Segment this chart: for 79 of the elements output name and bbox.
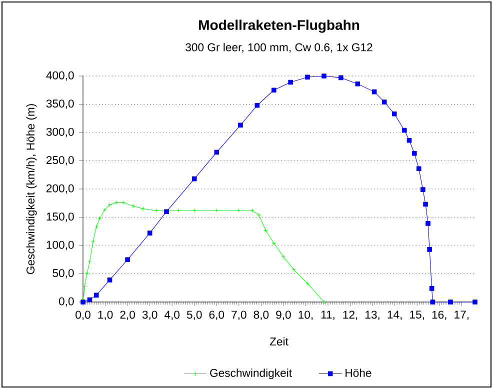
y-tick-label: 400,0	[46, 71, 74, 81]
x-tick-label: 4,0	[164, 310, 180, 320]
point	[420, 187, 426, 192]
point	[412, 150, 417, 156]
point	[288, 80, 293, 85]
point	[416, 166, 422, 172]
x-tick-label: 9,0	[276, 310, 291, 320]
point	[131, 204, 136, 208]
point	[192, 176, 197, 182]
y-axis-title: Geschwindigkeit (km/h), Höhe (m)	[26, 104, 37, 274]
legend-label: Geschwindigkeit	[210, 368, 292, 380]
x-tick-label: 5,0	[186, 310, 202, 320]
point	[121, 200, 126, 205]
point	[238, 122, 243, 128]
point	[448, 300, 453, 304]
point	[176, 208, 181, 212]
point	[427, 247, 432, 252]
x-axis-title: Zeit	[270, 337, 288, 346]
point	[125, 257, 130, 262]
point	[87, 297, 92, 302]
y-tick-label: 200,0	[46, 184, 74, 194]
y-tick-label: 300,0	[46, 128, 74, 138]
point	[154, 208, 159, 212]
point	[256, 212, 261, 217]
y-tick-label: 100,0	[46, 240, 74, 250]
point	[164, 209, 169, 214]
point	[147, 230, 152, 236]
x-tick-label: 13,	[366, 310, 380, 320]
x-tick-label: 16,	[432, 310, 446, 320]
point	[85, 271, 90, 276]
x-tick-label: 15,	[410, 310, 424, 320]
point	[392, 111, 397, 116]
point	[91, 240, 96, 244]
point	[423, 202, 428, 207]
point	[94, 292, 99, 298]
point	[82, 284, 87, 289]
x-tick-label: 12,	[343, 310, 358, 320]
y-tick-label: 0,0	[58, 297, 74, 307]
x-tick-label: 17,	[454, 310, 468, 320]
point	[250, 208, 254, 212]
x-tick-label: 14,	[388, 310, 402, 320]
point	[114, 200, 118, 205]
point	[254, 102, 260, 108]
point	[338, 75, 344, 80]
point	[306, 281, 310, 286]
point	[430, 300, 436, 304]
point	[429, 286, 434, 291]
point	[305, 74, 310, 80]
point	[406, 138, 412, 143]
y-tick-label: 350,0	[46, 100, 74, 109]
chart-subtitle: 300 Gr leer, 100 mm, Cw 0.6, 1x G12	[186, 42, 372, 53]
point	[382, 100, 387, 104]
x-tick-label: 1,0	[98, 310, 113, 320]
x-tick-label: 3,0	[142, 310, 158, 320]
point	[426, 221, 430, 226]
point	[214, 208, 219, 212]
point	[214, 150, 220, 155]
y-tick-label: 50,0	[52, 269, 74, 278]
x-tick-label: 11,	[321, 310, 334, 320]
x-tick-label: 0,0	[76, 310, 90, 320]
point	[192, 208, 196, 212]
point	[472, 300, 478, 304]
legend-label: Höhe	[346, 368, 372, 377]
point	[402, 128, 407, 133]
chart-title: Modellraketen-Flugbahn	[199, 20, 360, 33]
point	[372, 89, 377, 94]
x-tick-label: 8,0	[254, 310, 269, 320]
y-tick-label: 250,0	[46, 156, 74, 166]
x-tick-label: 6,0	[209, 310, 224, 320]
point	[322, 74, 326, 78]
point	[271, 88, 276, 93]
point	[355, 82, 360, 86]
point	[281, 254, 286, 259]
x-tick-label: 2,0	[120, 310, 135, 320]
y-tick-label: 150,0	[46, 212, 74, 222]
point	[107, 278, 112, 282]
point	[236, 208, 241, 212]
x-tick-label: 7,0	[232, 310, 246, 320]
x-tick-label: 10,	[298, 310, 313, 320]
